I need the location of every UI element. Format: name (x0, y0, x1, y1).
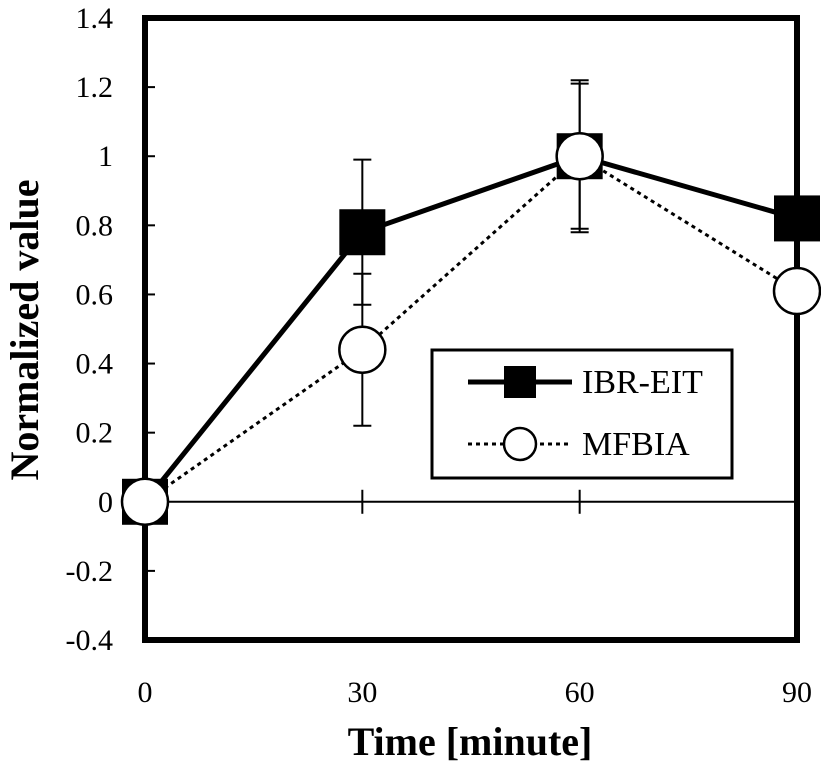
y-tick-label: 0 (98, 486, 113, 519)
marker-mfbia (772, 266, 821, 316)
x-tick-label: 90 (782, 676, 812, 709)
y-tick-label: 0.4 (76, 348, 114, 381)
marker-ibr-eit (774, 195, 820, 242)
legend-marker-mfbia (502, 426, 538, 462)
series-line-0 (143, 153, 798, 504)
marker-ibr-eit (339, 209, 386, 256)
x-tick-label: 30 (347, 676, 377, 709)
legend-label-ibr-eit: IBR-EIT (582, 364, 703, 401)
legend-label-mfbia: MFBIA (582, 426, 690, 463)
x-axis-title: Time [minute] (348, 719, 593, 764)
marker-mfbia (120, 477, 170, 527)
x-tick-label: 0 (138, 676, 153, 709)
y-tick-label: 1.2 (76, 71, 114, 104)
series-line-1 (144, 154, 798, 504)
marker-mfbia (338, 325, 387, 374)
legend: IBR-EIT MFBIA (430, 348, 734, 480)
y-tick-label: 0.2 (76, 417, 114, 450)
y-tick-label: -0.2 (66, 555, 114, 588)
y-axis-title: Normalized value (2, 179, 47, 480)
y-tick-label: 1 (98, 140, 113, 173)
y-tick-label: 1.4 (76, 2, 114, 35)
y-tick-label: -0.4 (66, 624, 114, 657)
marker-mfbia (555, 131, 604, 181)
x-tick-label: 60 (565, 676, 595, 709)
legend-marker-ibr-eit (504, 366, 536, 398)
y-tick-label: 0.6 (76, 278, 114, 311)
plot-frame (142, 15, 800, 643)
y-tick-label: 0.8 (76, 209, 114, 242)
legend-box (430, 348, 734, 480)
